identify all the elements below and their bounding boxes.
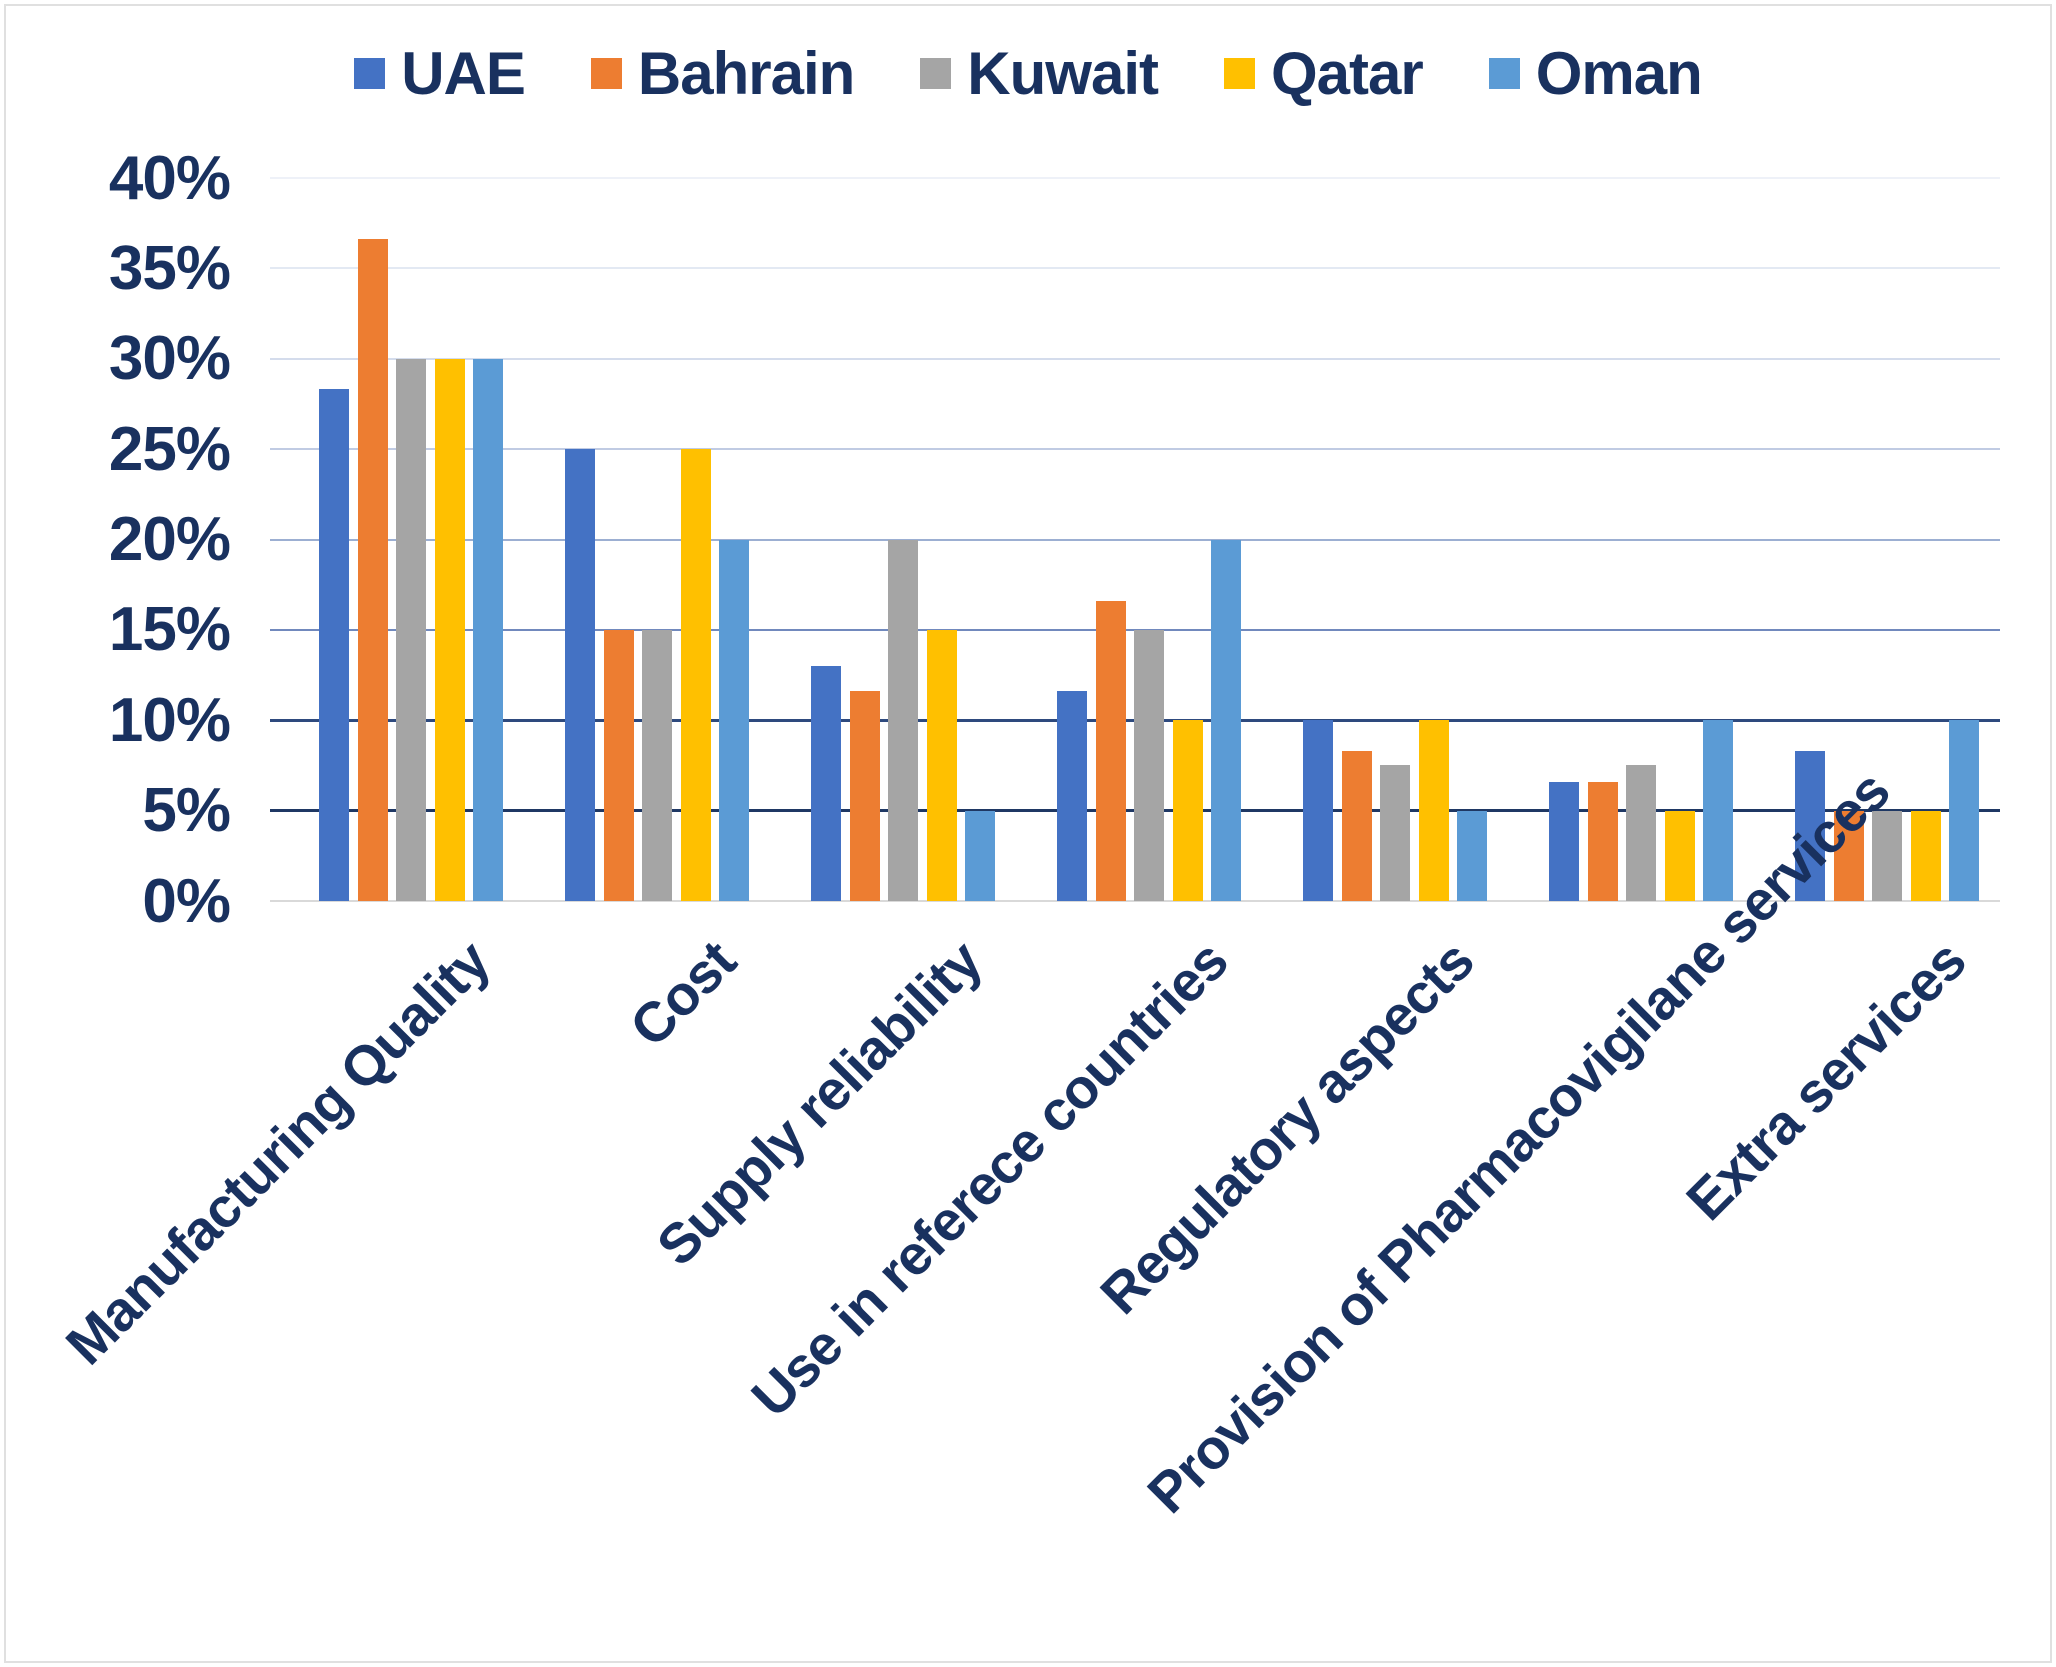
- bar-kuwait-cost: [642, 629, 672, 901]
- legend-item-kuwait: Kuwait: [920, 39, 1159, 108]
- legend-label-uae: UAE: [401, 39, 526, 107]
- y-axis-label-20-percent: 20%: [108, 505, 231, 574]
- y-axis-label-40-percent: 40%: [108, 143, 231, 213]
- bar-oman-supply-reliability: [965, 810, 995, 901]
- bar-uae-extra-services: [1795, 750, 1825, 901]
- legend-swatch-qatar: [1223, 57, 1255, 89]
- legend-item-oman: Oman: [1488, 39, 1703, 108]
- bar-kuwait-provision-of-pharmacovigilane-services: [1626, 765, 1656, 901]
- bar-bahrain-use-in-referece-countries: [1095, 600, 1126, 901]
- bar-qatar-extra-services: [1910, 810, 1941, 901]
- bar-qatar-manufacturing-quality: [434, 358, 465, 901]
- bar-oman-use-in-referece-countries: [1211, 539, 1241, 901]
- bar-uae-use-in-referece-countries: [1057, 691, 1087, 901]
- y-axis: 0% 5% 10% 15% 20% 25% 30% 35% 40%: [0, 144, 238, 936]
- bar-oman-cost: [719, 539, 749, 901]
- bar-qatar-cost: [680, 449, 711, 901]
- bar-bahrain-regulatory-aspects: [1341, 750, 1372, 901]
- legend-label-bahrain: Bahrain: [637, 39, 855, 107]
- legend-label-qatar: Qatar: [1270, 39, 1424, 107]
- gridline-25-percent: [270, 448, 2000, 451]
- plot-area: Manufacturing Quality Cost Supply reliabil…: [54, 177, 2000, 1525]
- gridline-40-percent: [270, 177, 2000, 179]
- bar-uae-supply-reliability: [811, 666, 841, 901]
- bar-qatar-supply-reliability: [926, 629, 957, 901]
- bar-oman-extra-services: [1949, 720, 1979, 901]
- gridline-20-percent: [270, 538, 2000, 541]
- bar-kuwait-supply-reliability: [888, 539, 918, 901]
- y-axis-label-15-percent: 15%: [108, 595, 231, 665]
- y-axis-label-35-percent: 35%: [108, 233, 231, 303]
- bar-bahrain-cost: [603, 629, 634, 901]
- legend-label-oman: Oman: [1535, 39, 1703, 107]
- legend-item-uae: UAE: [354, 39, 526, 108]
- bar-uae-cost: [565, 449, 595, 901]
- legend-item-bahrain: Bahrain: [590, 39, 855, 108]
- bar-uae-regulatory-aspects: [1303, 720, 1333, 901]
- bar-bahrain-extra-services: [1833, 810, 1864, 901]
- bar-oman-manufacturing-quality: [473, 358, 503, 901]
- y-axis-label-0-percent: 0%: [142, 866, 231, 936]
- bar-kuwait-manufacturing-quality: [396, 358, 426, 901]
- bar-qatar-use-in-referece-countries: [1172, 720, 1203, 901]
- legend-item-qatar: Qatar: [1223, 39, 1424, 108]
- bar-oman-regulatory-aspects: [1457, 810, 1487, 901]
- x-axis-baseline: [270, 900, 2000, 902]
- bar-bahrain-supply-reliability: [849, 691, 880, 901]
- bar-kuwait-extra-services: [1872, 810, 1902, 901]
- y-axis-label-25-percent: 25%: [108, 414, 231, 484]
- legend-swatch-bahrain: [590, 57, 622, 89]
- y-axis-label-5-percent: 5%: [142, 776, 231, 846]
- bar-bahrain-provision-of-pharmacovigilane-services: [1587, 781, 1618, 901]
- legend-swatch-uae: [354, 57, 386, 89]
- legend-swatch-oman: [1488, 57, 1520, 89]
- bar-uae-provision-of-pharmacovigilane-services: [1549, 781, 1579, 901]
- gridline-30-percent: [270, 357, 2000, 360]
- bar-kuwait-regulatory-aspects: [1380, 765, 1410, 901]
- bar-uae-manufacturing-quality: [319, 389, 349, 901]
- bar-qatar-regulatory-aspects: [1418, 720, 1449, 901]
- legend-swatch-kuwait: [920, 57, 952, 89]
- legend-label-kuwait: Kuwait: [967, 39, 1159, 107]
- gridline-35-percent: [270, 267, 2000, 270]
- y-axis-label-10-percent: 10%: [108, 685, 231, 755]
- bar-oman-provision-of-pharmacovigilane-services: [1703, 720, 1733, 901]
- bar-qatar-provision-of-pharmacovigilane-services: [1664, 810, 1695, 901]
- y-axis-label-30-percent: 30%: [108, 324, 231, 394]
- bar-bahrain-manufacturing-quality: [357, 239, 388, 901]
- chart-legend: UAE Bahrain Kuwait Qatar Oman: [0, 38, 2056, 108]
- bar-kuwait-use-in-referece-countries: [1134, 629, 1164, 901]
